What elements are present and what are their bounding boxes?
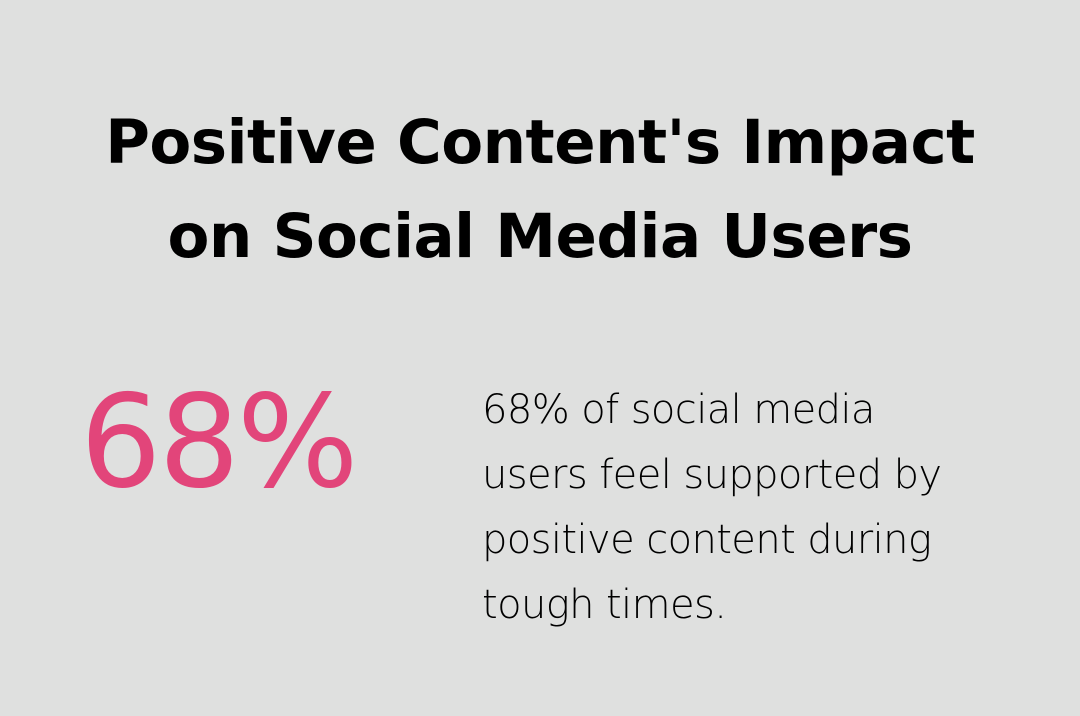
page-title: Positive Content's Impact on Social Medi…: [0, 96, 1080, 284]
title-line-2: on Social Media Users: [167, 201, 913, 272]
description-line-2: users feel supported by: [482, 452, 942, 498]
title-line-1: Positive Content's Impact: [105, 107, 975, 178]
description-line-3: positive content during: [482, 517, 932, 563]
stat-description: 68% of social media users feel supported…: [482, 378, 1062, 638]
description-line-1: 68% of social media: [482, 387, 875, 433]
stat-percentage: 68%: [80, 368, 359, 517]
description-line-4: tough times.: [482, 582, 727, 628]
